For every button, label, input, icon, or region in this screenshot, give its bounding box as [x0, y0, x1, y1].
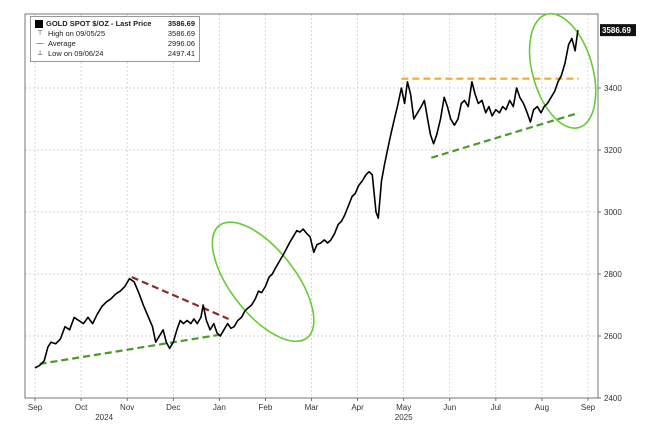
- y-tick-label: 3200: [604, 146, 622, 155]
- legend-high-value: 3586.69: [167, 29, 195, 38]
- support-line-green: [39, 333, 222, 365]
- last-price-tag-bg: [600, 24, 636, 37]
- low-marker-icon: ⊥: [36, 50, 44, 57]
- high-marker-icon: ⊤: [36, 30, 44, 37]
- y-tick-label: 2400: [604, 394, 622, 403]
- x-tick-label: Mar: [305, 403, 319, 412]
- legend-low-value: 2497.41: [167, 49, 195, 58]
- series-layer: [34, 29, 579, 369]
- y-tick-label: 2600: [604, 332, 622, 341]
- legend-row-series: GOLD SPOT $/OZ - Last Price 3586.69: [35, 19, 195, 29]
- x-tick-label: Nov: [120, 403, 134, 412]
- highlight-ellipse: [528, 12, 597, 129]
- legend-high-label: High on 09/05/25: [48, 29, 106, 38]
- legend-row-high: ⊤ High on 09/05/25 3586.69: [35, 29, 195, 39]
- highlight-ellipse: [211, 221, 315, 343]
- x-axis-ticks: Sep Oct Nov Dec Jan Feb Mar Apr May Jun Jul Aug Sep 2…: [28, 398, 596, 422]
- series-swatch-icon: [35, 20, 43, 28]
- x-tick-label: Jul: [491, 403, 501, 412]
- y-tick-label: 3400: [604, 84, 622, 93]
- legend-average-label: Average: [48, 39, 76, 48]
- x-tick-label: Aug: [535, 403, 549, 412]
- y-axis-ticks: 2400 2600 2800 3000 3200 3400: [598, 84, 622, 403]
- legend: GOLD SPOT $/OZ - Last Price 3586.69 ⊤ Hig…: [30, 16, 200, 62]
- legend-series-value: 3586.69: [167, 19, 195, 28]
- y-tick-label: 3000: [604, 208, 622, 217]
- resistance-line-red: [131, 276, 229, 320]
- x-year-label: 2025: [395, 413, 413, 422]
- x-year-label: 2024: [95, 413, 113, 422]
- legend-row-average: — Average 2996.06: [35, 39, 196, 49]
- last-price-tag-text: 3586.69: [602, 26, 631, 35]
- legend-row-low: ⊥ Low on 09/06/24 2497.41: [35, 49, 195, 59]
- x-tick-label: Jan: [213, 403, 226, 412]
- x-tick-label: Sep: [581, 403, 596, 412]
- legend-low-label: Low on 09/06/24: [48, 49, 104, 58]
- legend-series-label: GOLD SPOT $/OZ - Last Price: [46, 19, 152, 28]
- x-tick-label: Oct: [75, 403, 88, 412]
- last-price-tag: 3586.69: [600, 24, 636, 37]
- x-tick-label: Dec: [166, 403, 180, 412]
- gold-price-line: [34, 29, 579, 369]
- annotations: [39, 12, 597, 365]
- x-tick-label: Feb: [259, 403, 273, 412]
- average-marker-icon: —: [36, 40, 44, 47]
- x-tick-label: Apr: [351, 403, 364, 412]
- x-tick-label: May: [396, 403, 411, 412]
- x-tick-label: Jun: [443, 403, 456, 412]
- legend-average-value: 2996.06: [167, 39, 195, 48]
- y-tick-label: 2800: [604, 270, 622, 279]
- grid-lines: [25, 14, 598, 398]
- x-tick-label: Sep: [28, 403, 43, 412]
- support-line-green: [430, 111, 580, 159]
